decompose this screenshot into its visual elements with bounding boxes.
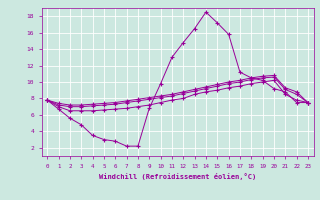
X-axis label: Windchill (Refroidissement éolien,°C): Windchill (Refroidissement éolien,°C) [99, 173, 256, 180]
